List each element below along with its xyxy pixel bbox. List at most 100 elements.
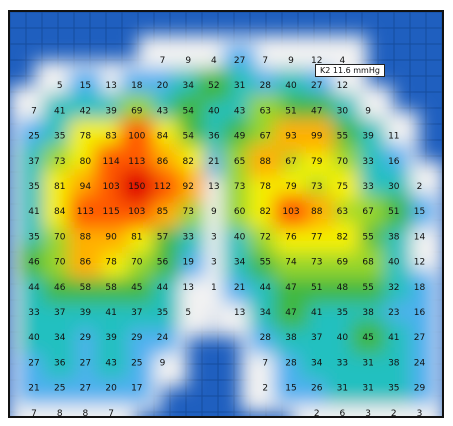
sensor-value: 34 (54, 333, 66, 343)
sensor-value: 8 (57, 409, 63, 416)
sensor-value: 35 (28, 182, 39, 192)
sensor-value: 51 (311, 283, 322, 293)
sensor-value: 100 (128, 132, 145, 142)
sensor-value: 8 (83, 409, 89, 416)
sensor-value: 24 (157, 333, 169, 343)
sensor-value: 40 (234, 232, 246, 242)
sensor-value: 33 (28, 308, 39, 318)
sensor-value: 112 (154, 182, 171, 192)
sensor-value: 28 (285, 358, 297, 368)
sensor-value: 70 (337, 157, 349, 167)
sensor-value: 58 (80, 283, 92, 293)
sensor-value: 7 (31, 409, 37, 416)
sensor-value: 78 (260, 182, 272, 192)
sensor-value: 68 (362, 258, 374, 268)
sensor-value: 7 (108, 409, 114, 416)
pressure-map-frame: 7 9 4 27 7 9 12 4 5 15 13 18 20 34 52 31 28 40 27 12 7 41 42 39… (8, 10, 444, 418)
sensor-value: 31 (362, 384, 373, 394)
sensor-value: 41 (54, 106, 65, 116)
sensor-value: 6 (340, 409, 346, 416)
sensor-value: 27 (80, 358, 91, 368)
pressure-heatmap[interactable]: 7 9 4 27 7 9 12 45 15 13 18 20 34 52 31 28 40 27 127 41 42 39… (10, 12, 442, 416)
sensor-value: 27 (28, 358, 39, 368)
sensor-value: 9 (211, 207, 217, 217)
sensor-value: 27 (234, 56, 245, 66)
sensor-value: 86 (157, 157, 169, 167)
sensor-value: 94 (80, 182, 92, 192)
sensor-value: 38 (388, 358, 400, 368)
sensor-value: 16 (388, 157, 400, 167)
sensor-value: 7 (262, 56, 268, 66)
sensor-value: 31 (362, 358, 373, 368)
sensor-value: 88 (260, 157, 272, 167)
sensor-value: 7 (262, 358, 268, 368)
sensor-value: 15 (80, 81, 91, 91)
sensor-value: 54 (182, 132, 194, 142)
sensor-values: 7 9 4 27 7 9 12 45 15 13 18 20 34 52 31 28 40 27 127 41 42 39… (28, 56, 425, 416)
sensor-value: 45 (362, 333, 373, 343)
sensor-value: 39 (80, 308, 92, 318)
sensor-value: 29 (80, 333, 92, 343)
sensor-value: 27 (414, 333, 425, 343)
sensor-value: 13 (234, 308, 245, 318)
sensor-value: 40 (388, 258, 400, 268)
sensor-value: 57 (157, 232, 168, 242)
sensor-value: 28 (260, 81, 272, 91)
sensor-value: 21 (28, 384, 39, 394)
sensor-value: 78 (80, 132, 92, 142)
sensor-value: 150 (128, 182, 145, 192)
sensor-value: 73 (54, 157, 65, 167)
sensor-value: 25 (54, 384, 65, 394)
sensor-value: 113 (77, 207, 94, 217)
sensor-value: 46 (54, 283, 66, 293)
sensor-value: 55 (362, 232, 373, 242)
sensor-value: 56 (157, 258, 169, 268)
sensor-value: 1 (211, 283, 217, 293)
sensor-value: 93 (285, 132, 296, 142)
sensor-value: 83 (105, 132, 116, 142)
sensor-value: 84 (157, 132, 169, 142)
sensor-value: 40 (337, 333, 349, 343)
sensor-value: 7 (31, 106, 37, 116)
sensor-value: 44 (28, 283, 40, 293)
sensor-value: 27 (80, 384, 91, 394)
sensor-value: 70 (54, 232, 66, 242)
sensor-value: 42 (80, 106, 91, 116)
sensor-value: 67 (260, 132, 271, 142)
sensor-value: 32 (388, 283, 399, 293)
sensor-value: 26 (311, 384, 323, 394)
sensor-value: 73 (311, 258, 322, 268)
heat-cell (351, 320, 385, 354)
sensor-value: 55 (362, 283, 373, 293)
sensor-value: 13 (208, 182, 219, 192)
sensor-value: 33 (362, 182, 373, 192)
sensor-value: 46 (28, 258, 40, 268)
sensor-value: 28 (260, 333, 272, 343)
sensor-value: 37 (28, 157, 39, 167)
sensor-value: 7 (160, 56, 166, 66)
sensor-value: 2 (391, 409, 397, 416)
sensor-value: 54 (182, 106, 194, 116)
sensor-value: 58 (105, 283, 117, 293)
sensor-value: 73 (182, 207, 193, 217)
sensor-value: 76 (285, 232, 297, 242)
sensor-tooltip: K2 11.6 mmHg (315, 64, 385, 77)
sensor-value: 29 (414, 384, 426, 394)
sensor-value: 63 (260, 106, 271, 116)
heat-cell (274, 295, 308, 329)
sensor-value: 99 (311, 132, 323, 142)
tooltip-sensor: K2 (320, 66, 331, 75)
sensor-value: 37 (311, 333, 322, 343)
sensor-value: 17 (131, 384, 142, 394)
sensor-value: 20 (157, 81, 169, 91)
sensor-value: 47 (285, 308, 296, 318)
sensor-value: 63 (337, 207, 348, 217)
sensor-value: 74 (285, 258, 297, 268)
sensor-value: 33 (182, 232, 193, 242)
heat-cell (68, 245, 103, 279)
sensor-value: 67 (362, 207, 373, 217)
sensor-value: 9 (288, 56, 294, 66)
sensor-value: 81 (54, 182, 65, 192)
sensor-value: 24 (414, 358, 426, 368)
sensor-value: 51 (285, 106, 296, 116)
